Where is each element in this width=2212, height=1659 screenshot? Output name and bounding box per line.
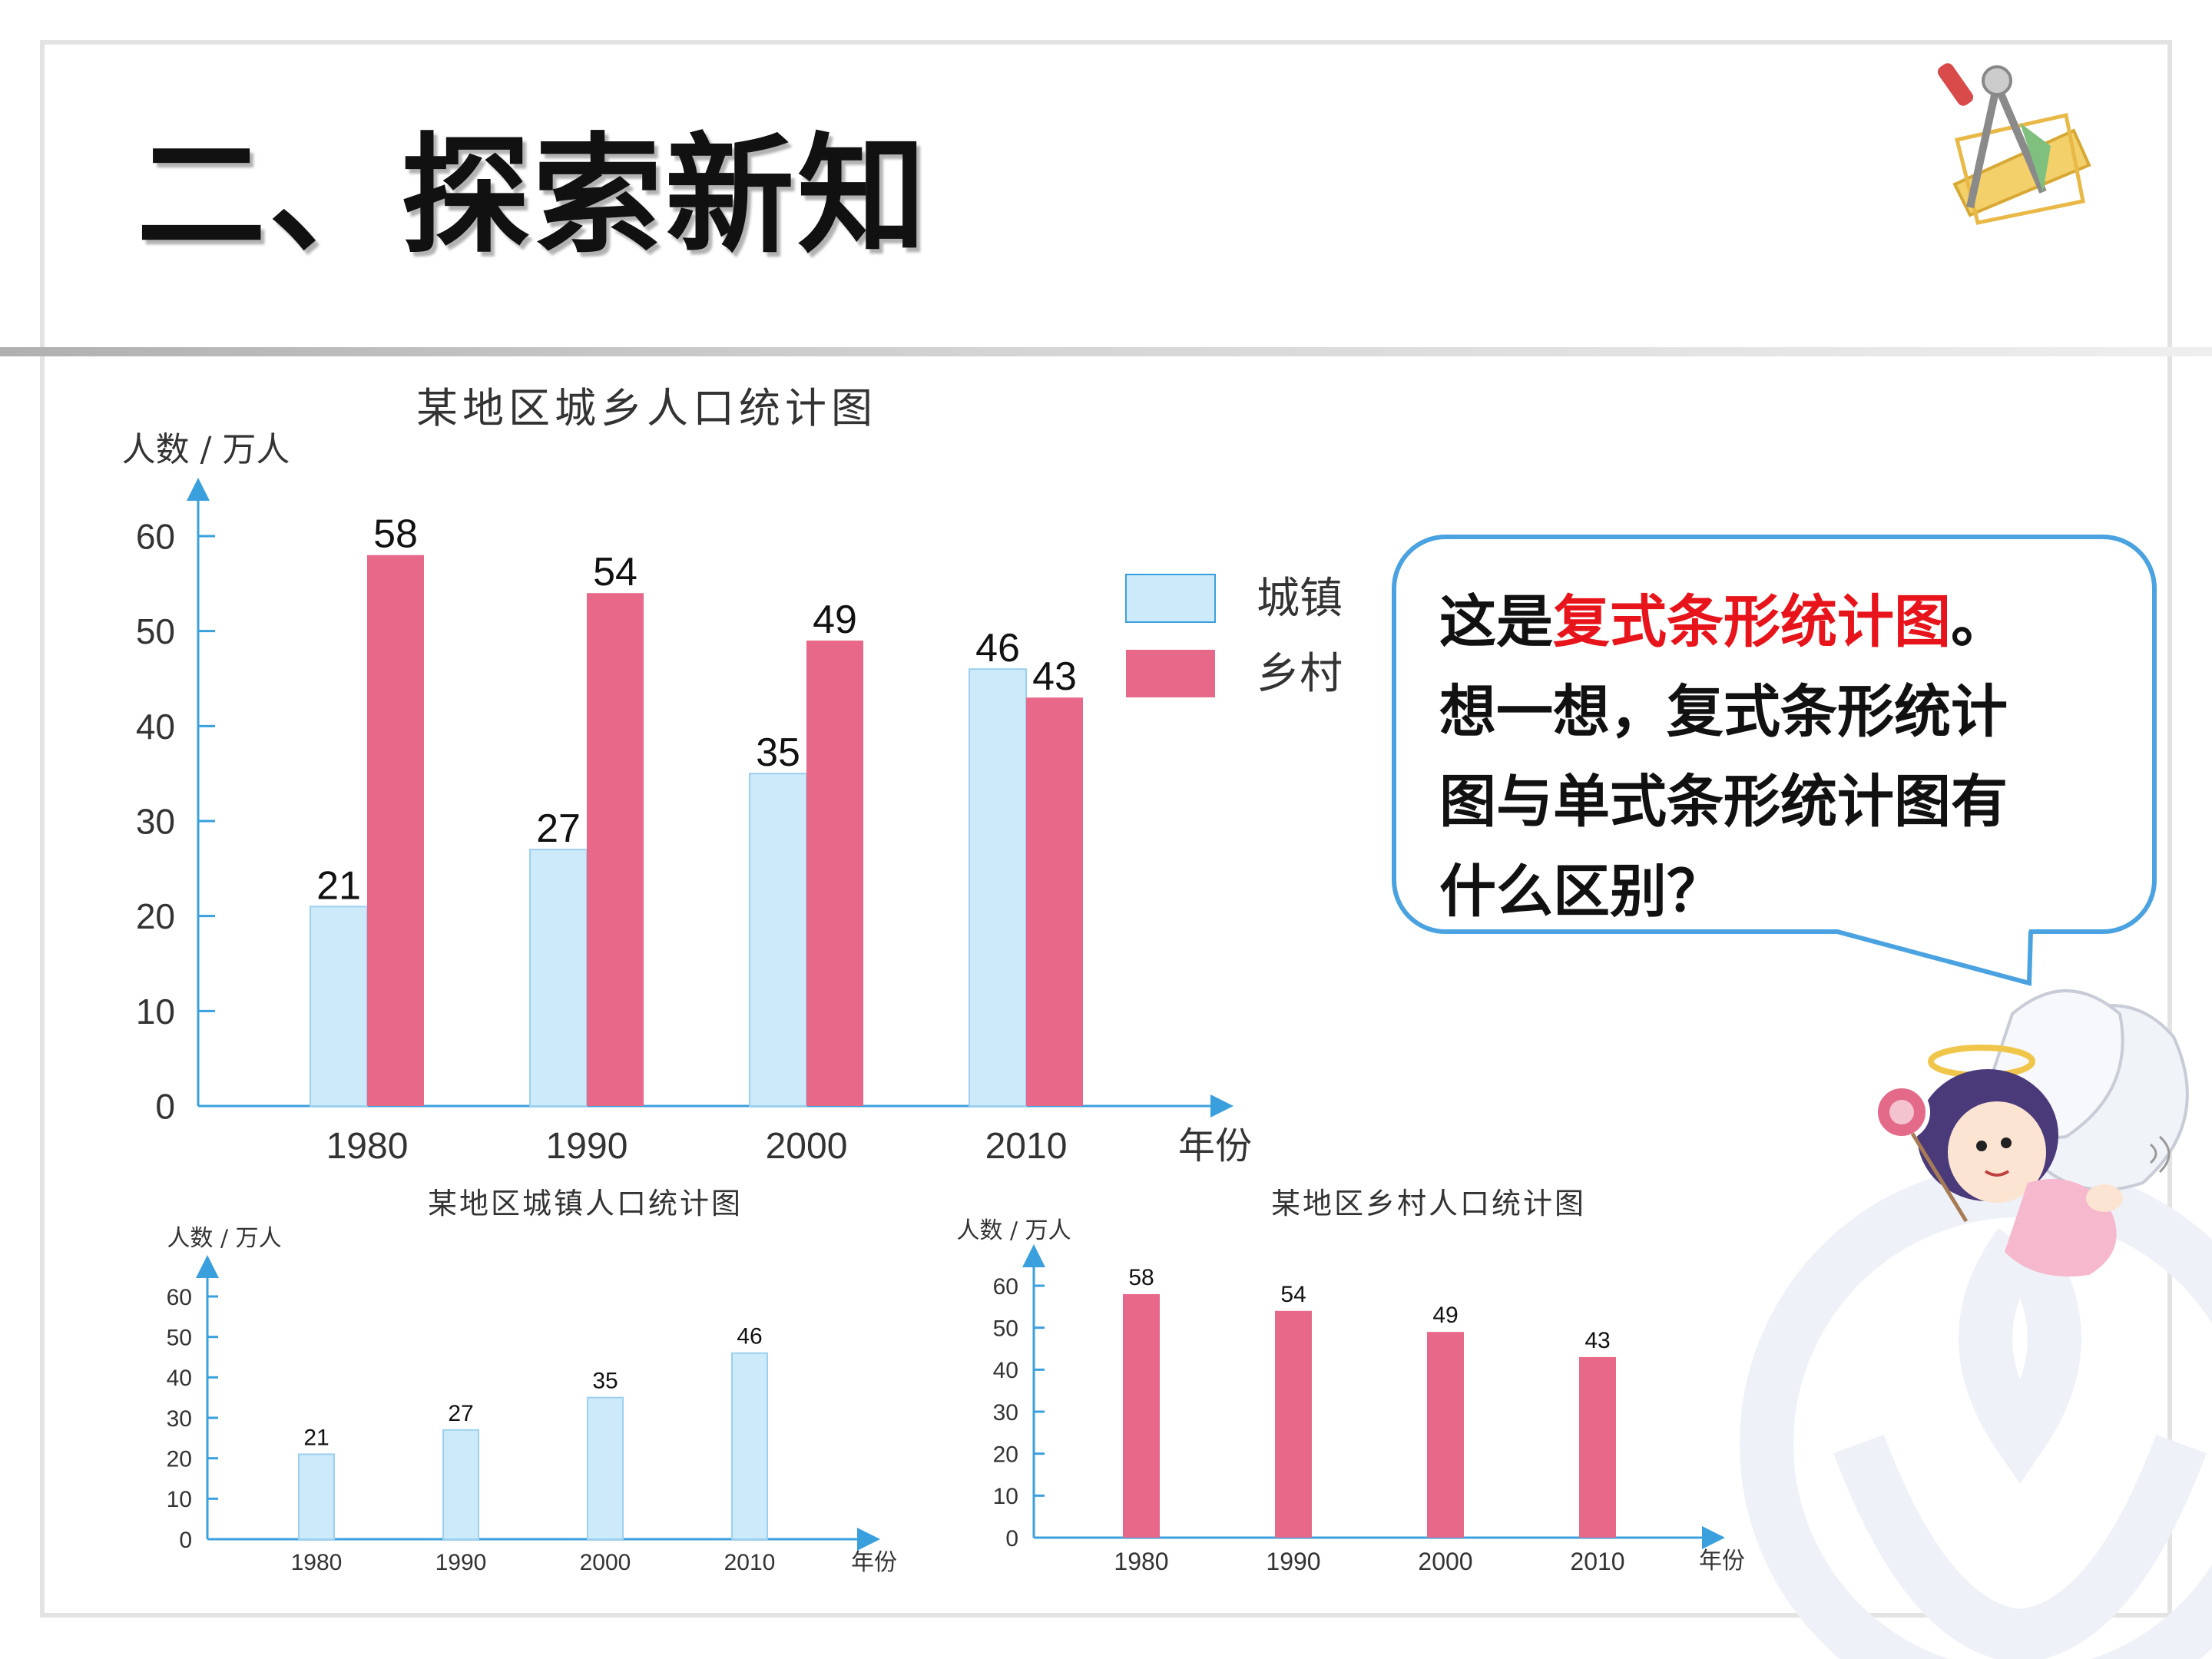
x-tick-label: 2000	[766, 1126, 848, 1167]
bubble-line-3: 图与单式条形统计图有	[1439, 769, 2008, 835]
data-label: 27	[448, 1401, 473, 1426]
bar	[1026, 697, 1083, 1106]
chart-title: 某地区乡村人口统计图	[1271, 1187, 1586, 1220]
bar	[442, 1429, 479, 1541]
data-label: 21	[316, 863, 361, 908]
data-label: 46	[975, 626, 1020, 671]
bubble-line-1: 这是复式条形统计图。	[1439, 578, 2121, 667]
main-chart: 某地区城乡人口统计图 人数 / 万人 年份 城镇 乡村 0 10 20 30 40 50 6…	[122, 384, 1343, 1167]
title-divider	[0, 347, 2212, 356]
y-tick-label: 50	[136, 611, 175, 651]
x-tick-label: 2000	[580, 1550, 631, 1575]
speech-bubble: 这是复式条形统计图。 想一想，复式条形统计 图与单式条形统计图有 什么区别？	[1392, 535, 2157, 934]
y-tick-label: 10	[993, 1484, 1018, 1509]
x-axis-label: 年份	[1699, 1548, 1745, 1575]
y-tick-label: 60	[993, 1274, 1018, 1300]
bar	[969, 668, 1027, 1107]
y-axis-label: 人数 / 万人	[956, 1217, 1071, 1244]
legend-swatch-urban	[1125, 574, 1216, 623]
x-tick-label: 2010	[724, 1550, 776, 1575]
data-label: 54	[1280, 1282, 1306, 1307]
bubble-text-suffix: 。	[1951, 589, 2008, 655]
bar	[1579, 1356, 1616, 1538]
slide-frame	[40, 40, 2172, 1618]
legend-label-rural: 乡村	[1257, 649, 1343, 699]
bubble-text-prefix: 这是	[1439, 589, 1553, 655]
x-tick-label: 1990	[546, 1126, 628, 1167]
x-axis-label: 年份	[851, 1549, 897, 1576]
data-label: 49	[813, 598, 857, 642]
y-tick-label: 40	[167, 1366, 192, 1391]
y-tick-label: 30	[167, 1406, 192, 1432]
bar	[806, 641, 863, 1106]
y-tick-label: 20	[993, 1442, 1018, 1467]
x-tick-label: 2010	[985, 1126, 1068, 1167]
data-label: 58	[1128, 1265, 1154, 1290]
chart-title: 某地区城镇人口统计图	[428, 1187, 743, 1220]
bar	[587, 1396, 624, 1540]
bubble-highlight: 复式条形统计图	[1553, 589, 1951, 655]
y-tick-label: 30	[993, 1400, 1018, 1426]
bar	[529, 849, 588, 1107]
data-label: 43	[1584, 1328, 1610, 1353]
bubble-line-2: 想一想，复式条形统计	[1439, 679, 2008, 745]
bubble-line-4: 什么区别？	[1439, 859, 1724, 925]
x-tick-label: 1980	[1114, 1548, 1168, 1575]
x-tick-label: 1990	[435, 1550, 487, 1575]
bar	[298, 1453, 335, 1541]
data-label: 21	[303, 1425, 329, 1450]
y-tick-label: 0	[1005, 1526, 1018, 1551]
y-tick-label: 30	[136, 802, 175, 842]
y-tick-label: 20	[136, 896, 175, 936]
bar	[1427, 1332, 1464, 1538]
x-tick-label: 2010	[1570, 1548, 1624, 1575]
y-tick-label: 40	[136, 707, 175, 747]
data-label: 43	[1032, 654, 1077, 699]
y-tick-label: 50	[167, 1325, 192, 1350]
x-tick-label: 1980	[291, 1550, 343, 1575]
bar	[587, 593, 644, 1106]
chart-title: 某地区城乡人口统计图	[416, 384, 877, 432]
x-tick-label: 1980	[326, 1126, 409, 1167]
bar	[310, 906, 368, 1108]
data-label: 46	[737, 1324, 762, 1349]
bar	[367, 555, 424, 1106]
x-tick-label: 2000	[1418, 1548, 1472, 1575]
data-label: 27	[536, 806, 581, 851]
y-tick-label: 60	[136, 517, 175, 557]
legend-label-urban: 城镇	[1257, 574, 1343, 624]
y-tick-label: 50	[993, 1316, 1018, 1341]
y-tick-label: 60	[167, 1285, 192, 1310]
data-label: 35	[592, 1369, 618, 1394]
y-tick-label: 40	[993, 1358, 1018, 1383]
rural-chart: 某地区乡村人口统计图 人数 / 万人 年份 0 10 20 30 40 50 60 58 198…	[956, 1187, 1745, 1575]
y-tick-label: 10	[167, 1487, 192, 1512]
bar	[1123, 1293, 1160, 1538]
y-axis-label: 人数 / 万人	[122, 430, 290, 469]
x-tick-label: 1990	[1266, 1548, 1320, 1575]
y-tick-label: 0	[155, 1087, 175, 1127]
data-label: 49	[1432, 1303, 1458, 1328]
y-tick-label: 0	[179, 1528, 192, 1553]
data-label: 58	[373, 512, 418, 557]
legend-swatch-rural	[1126, 650, 1215, 697]
y-tick-label: 10	[136, 992, 175, 1031]
bar	[749, 773, 807, 1108]
urban-chart: 某地区城镇人口统计图 人数 / 万人 年份 0 10 20 30 40 50 60 21 198…	[167, 1187, 897, 1576]
page-title: 二、探索新知	[137, 119, 929, 271]
y-tick-label: 20	[167, 1446, 192, 1472]
data-label: 54	[593, 550, 637, 594]
data-label: 35	[756, 730, 800, 775]
bar	[731, 1352, 768, 1540]
bar	[1275, 1310, 1312, 1538]
x-axis-label: 年份	[1178, 1124, 1252, 1167]
y-axis-label: 人数 / 万人	[167, 1225, 281, 1252]
